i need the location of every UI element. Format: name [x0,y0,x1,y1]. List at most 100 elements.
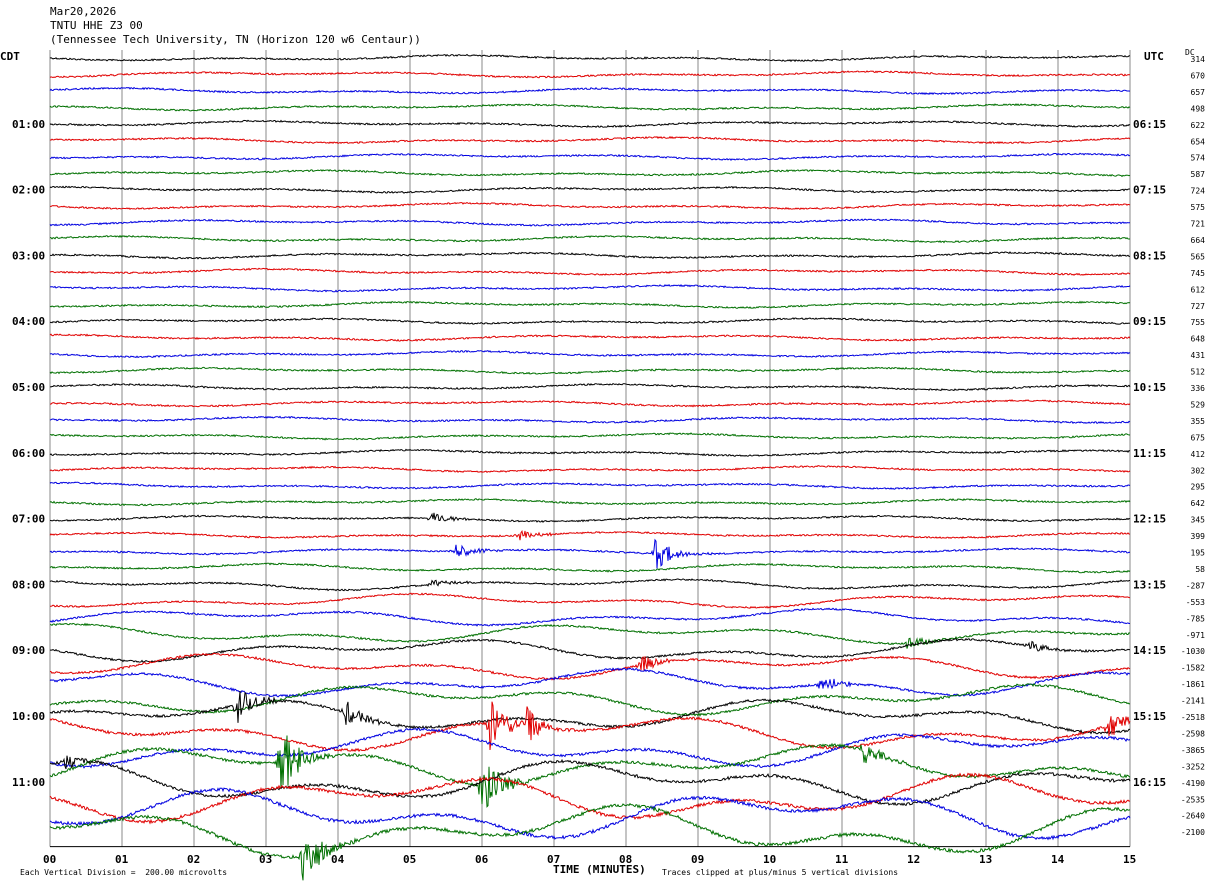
dc-offset-label: 721 [1191,220,1206,229]
trace-line [49,152,1131,162]
clip-note: Traces clipped at plus/minus 5 vertical … [662,868,899,877]
dc-offset-label: -2141 [1181,697,1205,706]
date-label: Mar20,2026 [50,5,117,18]
cdt-hour-label: 10:00 [12,710,45,723]
dc-offset-label: 654 [1191,137,1206,146]
x-tick-label: 11 [835,853,849,866]
traces [49,53,1131,881]
cdt-hour-label: 03:00 [12,249,45,262]
trace-line [49,802,1131,881]
x-tick-label: 04 [331,853,345,866]
trace-line [49,267,1131,276]
trace-line [49,498,1131,507]
location-label: (Tennessee Tech University, TN (Horizon … [50,33,421,46]
trace-line [49,667,1130,698]
dc-offset-label: 642 [1191,499,1206,508]
x-tick-label: 02 [187,853,200,866]
trace-line [50,251,1131,260]
dc-offset-label: -2598 [1181,729,1205,738]
utc-hour-label: 16:15 [1133,776,1166,789]
cdt-hour-label: 04:00 [12,315,45,328]
trace-line [49,787,1131,841]
dc-offset-label: 675 [1191,433,1206,442]
trace-line [49,691,1131,735]
dc-offset-label: -1861 [1181,680,1205,689]
dc-offset-label: -1030 [1181,647,1205,656]
x-tick-label: 01 [115,853,129,866]
dc-offset-label: 587 [1191,170,1206,179]
x-tick-label: 05 [403,853,416,866]
x-tick-label: 00 [43,853,56,866]
dc-offset-label: -2100 [1181,828,1205,837]
cdt-hour-label: 01:00 [12,118,45,131]
dc-offset-label: 355 [1191,417,1206,426]
dc-offset-label: -2535 [1181,795,1205,804]
utc-hour-label: 11:15 [1133,447,1166,460]
grid [49,50,1131,848]
dc-offset-label: 670 [1191,71,1206,80]
dc-offset-label: 727 [1191,302,1206,311]
trace-line [49,481,1131,490]
dc-offset-label: 664 [1191,236,1206,245]
cdt-hour-label: 11:00 [12,776,45,789]
dc-offset-label: 565 [1191,252,1206,261]
dc-offset-label: 612 [1191,285,1206,294]
trace-line [49,682,1131,717]
dc-offset-label: -3865 [1181,746,1205,755]
utc-hour-label: 15:15 [1133,710,1166,723]
dc-offset-label: 195 [1191,549,1206,558]
trace-line [49,448,1131,457]
dc-label: DC [1185,48,1195,57]
dc-offset-label: 574 [1191,154,1206,163]
utc-hour-label: 09:15 [1133,315,1166,328]
dc-offset-label: 575 [1191,203,1206,212]
trace-line [49,382,1131,392]
trace-line [50,727,1131,769]
trace-line [49,218,1131,227]
trace-line [49,119,1131,128]
dc-offset-label: 622 [1191,121,1206,130]
trace-line [49,86,1131,96]
x-tick-label: 08 [619,853,632,866]
trace-line [49,538,1131,569]
cdt-hour-label: 07:00 [12,513,45,526]
dc-offset-label: -785 [1186,614,1205,623]
trace-line [49,772,1131,825]
dc-offset-label: 498 [1191,104,1206,113]
dc-offset-label: 745 [1191,269,1206,278]
dc-offset-label: 512 [1191,368,1206,377]
scale-note: Each Vertical Division = 200.00 microvol… [20,868,228,877]
utc-hour-label: 13:15 [1133,578,1166,591]
cdt-hour-label: 02:00 [12,184,45,197]
dc-offset-label: 431 [1191,351,1206,360]
labels: 00 01 02 03 04 05 06 07 08 09 10 11 12 13 14 15 314 670 65… [12,55,1205,866]
x-tick-label: 09 [691,853,704,866]
dc-offset-label: -1582 [1181,664,1205,673]
trace-line [49,701,1131,753]
x-tick-label: 12 [907,853,920,866]
dc-offset-label: 724 [1191,187,1206,196]
station-label: TNTU HHE Z3 00 [50,19,143,32]
trace-line [49,399,1131,408]
trace-line [49,432,1131,441]
dc-offset-label: -4190 [1181,779,1205,788]
cdt-label: CDT [0,50,20,63]
trace-line [49,185,1130,194]
dc-offset-label: 302 [1191,466,1206,475]
dc-offset-label: -287 [1186,581,1205,590]
dc-offset-label: 657 [1191,88,1206,97]
dc-offset-label: 412 [1191,450,1206,459]
cdt-hour-label: 05:00 [12,381,45,394]
dc-offset-label: -553 [1186,598,1205,607]
dc-offset-label: 399 [1191,532,1206,541]
dc-offset-label: -2518 [1181,713,1205,722]
utc-hour-label: 10:15 [1133,381,1166,394]
trace-line [49,333,1131,342]
x-tick-label: 06 [475,853,489,866]
trace-line [49,70,1131,79]
x-tick-label: 14 [1051,853,1065,866]
dc-offset-label: 755 [1191,318,1206,327]
x-tick-label: 10 [763,853,776,866]
trace-line [49,578,1131,592]
trace-line [49,652,1131,681]
